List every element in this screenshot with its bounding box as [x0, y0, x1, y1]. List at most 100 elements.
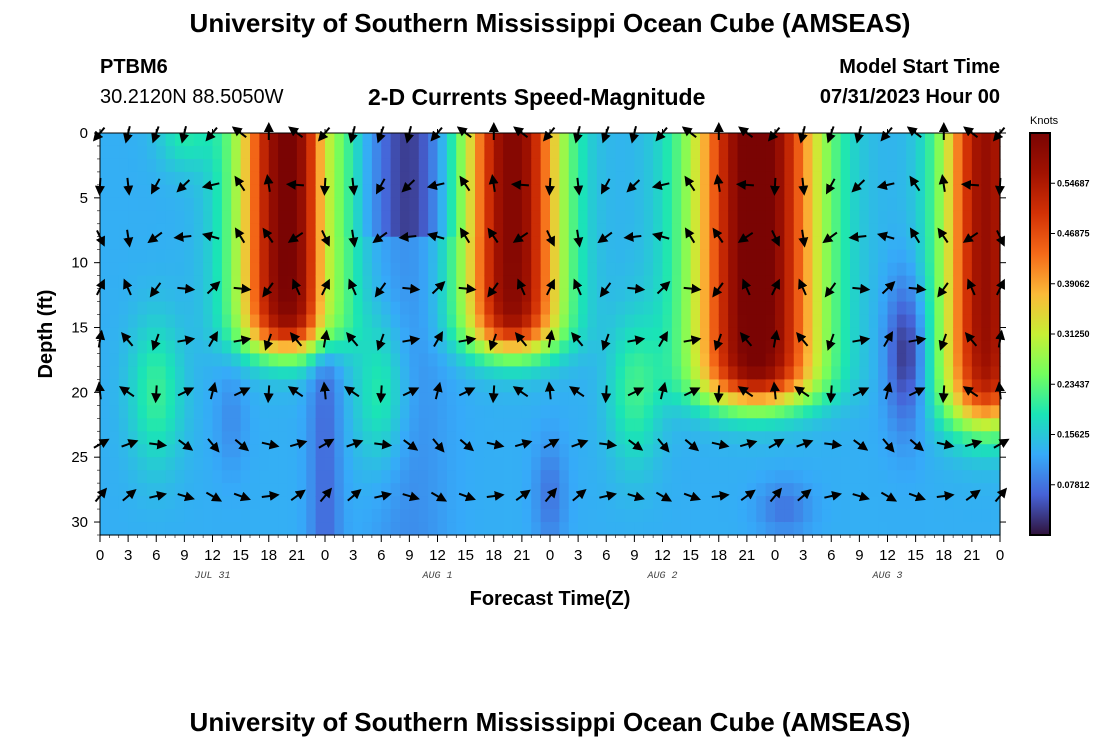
heatmap-cell: [184, 145, 195, 160]
heatmap-cell: [615, 145, 626, 160]
heatmap-cell: [503, 288, 514, 303]
heatmap-cell: [212, 522, 223, 536]
heatmap-cell: [165, 223, 176, 238]
heatmap-cell: [343, 158, 354, 173]
heatmap-cell: [596, 275, 607, 290]
heatmap-cell: [512, 457, 523, 471]
heatmap-cell: [118, 496, 129, 510]
heatmap-cell: [268, 249, 279, 264]
heatmap-cell: [925, 184, 935, 199]
current-arrow: [207, 381, 218, 400]
heatmap-cell: [746, 444, 757, 458]
heatmap-cell: [625, 249, 635, 264]
heatmap-cell: [353, 158, 364, 173]
heatmap-cell: [700, 145, 710, 160]
heatmap-cell: [831, 236, 842, 251]
heatmap-cell: [578, 353, 589, 368]
heatmap-cell: [428, 288, 439, 303]
heatmap-cell: [868, 418, 879, 432]
heatmap-cell: [109, 496, 120, 510]
heatmap-cell: [578, 366, 589, 380]
heatmap-cell: [184, 171, 195, 186]
heatmap-cell: [362, 223, 373, 238]
heatmap-cell: [981, 314, 992, 329]
heatmap-cell: [156, 431, 167, 445]
heatmap-cell: [568, 509, 579, 523]
heatmap-cell: [109, 353, 120, 368]
heatmap-cell: [306, 522, 317, 536]
heatmap-cell: [700, 379, 710, 393]
heatmap-cell: [212, 171, 223, 186]
heatmap-cell: [990, 197, 1001, 212]
heatmap-cell: [428, 184, 439, 199]
heatmap-cell: [484, 301, 495, 316]
date-label: AUG 2: [646, 571, 677, 582]
heatmap-cell: [943, 522, 954, 536]
heatmap-cell: [981, 275, 992, 290]
heatmap-cell: [850, 314, 860, 329]
heatmap-cell: [662, 353, 673, 368]
heatmap-cell: [606, 392, 617, 406]
heatmap-cell: [990, 470, 1001, 484]
heatmap-cell: [278, 431, 289, 445]
heatmap-cell: [625, 262, 635, 277]
heatmap-cell: [868, 275, 879, 290]
heatmap-cell: [568, 353, 579, 368]
heatmap-cell: [887, 483, 898, 497]
heatmap-cell: [184, 470, 195, 484]
heatmap-cell: [390, 210, 401, 225]
heatmap-cell: [709, 197, 720, 212]
heatmap-cell: [287, 223, 298, 238]
heatmap-cell: [615, 197, 626, 212]
heatmap-cell: [709, 405, 720, 419]
heatmap-cell: [784, 145, 795, 160]
heatmap-cell: [343, 457, 354, 471]
heatmap-cell: [878, 210, 889, 225]
heatmap-cell: [353, 509, 364, 523]
heatmap-cell: [990, 509, 1001, 523]
heatmap-cell: [259, 249, 270, 264]
heatmap-cell: [512, 483, 523, 497]
heatmap-cell: [925, 223, 935, 238]
heatmap-cell: [118, 288, 129, 303]
heatmap-cell: [503, 171, 514, 186]
heatmap-cell: [625, 379, 635, 393]
heatmap-cell: [962, 418, 973, 432]
current-arrow: [147, 231, 163, 244]
heatmap-cell: [615, 340, 626, 355]
heatmap-cell: [662, 405, 673, 419]
heatmap-cell: [718, 366, 729, 380]
current-arrow: [514, 439, 533, 449]
heatmap-cell: [118, 184, 129, 199]
heatmap-cell: [334, 288, 345, 303]
heatmap-cell: [887, 522, 898, 536]
heatmap-cell: [868, 444, 879, 458]
heatmap-cell: [540, 249, 551, 264]
heatmap-cell: [371, 301, 382, 316]
heatmap-cell: [521, 366, 532, 380]
heatmap-cell: [718, 444, 729, 458]
heatmap-cell: [812, 262, 823, 277]
heatmap-cell: [475, 158, 485, 173]
current-arrow: [458, 491, 476, 502]
heatmap-cell: [775, 210, 785, 225]
heatmap-cell: [653, 522, 664, 536]
current-arrow: [768, 438, 785, 449]
heatmap-cell: [615, 327, 626, 342]
heatmap-cell: [428, 314, 439, 329]
heatmap-cell: [671, 379, 682, 393]
heatmap-cell: [831, 327, 842, 342]
heatmap-cell: [146, 457, 157, 471]
current-arrow: [173, 231, 192, 242]
heatmap-cell: [325, 314, 335, 329]
heatmap-cell: [615, 522, 626, 536]
heatmap-cell: [943, 366, 954, 380]
heatmap-cell: [296, 184, 307, 199]
heatmap-cell: [953, 236, 964, 251]
heatmap-cell: [100, 379, 110, 393]
heatmap-cell: [906, 496, 917, 510]
heatmap-cell: [709, 301, 720, 316]
heatmap-cell: [878, 405, 889, 419]
heatmap-cell: [118, 522, 129, 536]
heatmap-cell: [775, 509, 785, 523]
